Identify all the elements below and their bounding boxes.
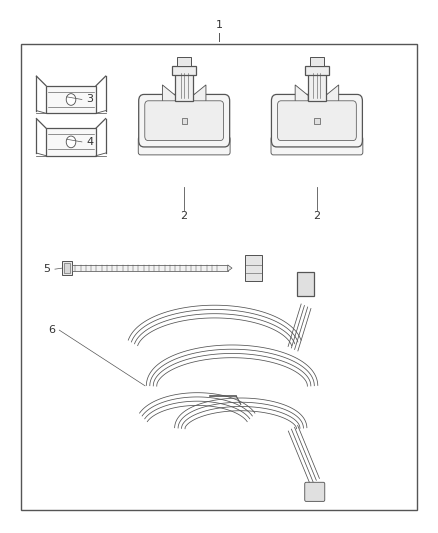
Bar xyxy=(46,86,96,114)
Bar xyxy=(310,58,324,66)
Bar xyxy=(297,272,314,296)
Bar xyxy=(46,128,96,156)
FancyBboxPatch shape xyxy=(305,482,325,502)
Bar xyxy=(182,117,187,124)
Polygon shape xyxy=(193,85,206,106)
Bar xyxy=(176,69,193,101)
Polygon shape xyxy=(228,265,232,271)
Bar xyxy=(314,117,320,124)
Polygon shape xyxy=(325,85,339,106)
Text: 2: 2 xyxy=(180,211,188,221)
Bar xyxy=(308,69,325,101)
FancyBboxPatch shape xyxy=(278,101,356,141)
Bar xyxy=(245,255,261,281)
Text: 1: 1 xyxy=(215,20,223,30)
Polygon shape xyxy=(295,85,308,106)
FancyBboxPatch shape xyxy=(139,94,230,147)
Bar xyxy=(172,66,196,75)
Circle shape xyxy=(66,94,76,106)
FancyBboxPatch shape xyxy=(272,94,362,147)
Text: 6: 6 xyxy=(48,325,55,335)
Text: 4: 4 xyxy=(86,137,93,147)
Bar xyxy=(62,261,72,275)
Text: 2: 2 xyxy=(313,211,321,221)
Bar xyxy=(177,58,191,66)
Text: 5: 5 xyxy=(44,264,50,274)
Bar xyxy=(72,265,228,271)
Polygon shape xyxy=(162,85,176,106)
Bar xyxy=(64,263,70,273)
FancyBboxPatch shape xyxy=(138,136,230,155)
Circle shape xyxy=(66,136,76,148)
FancyBboxPatch shape xyxy=(145,101,223,141)
Bar xyxy=(305,66,329,75)
Text: 3: 3 xyxy=(86,94,93,104)
Bar xyxy=(21,44,417,511)
FancyBboxPatch shape xyxy=(271,136,363,155)
